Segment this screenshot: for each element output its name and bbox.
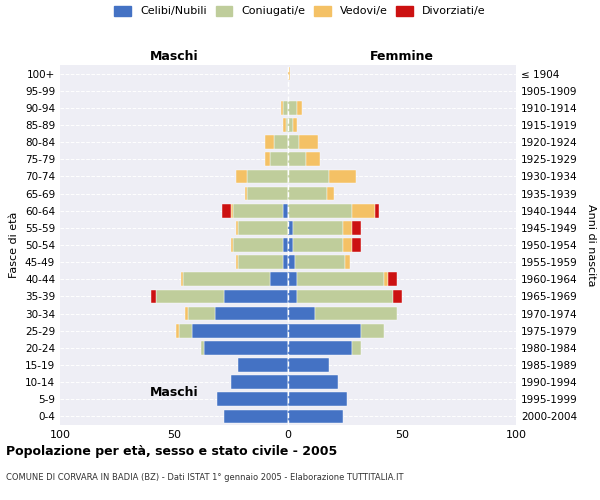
Bar xyxy=(352,204,374,218)
Bar xyxy=(288,341,352,354)
Bar xyxy=(231,204,233,218)
Bar xyxy=(393,290,402,304)
Bar xyxy=(231,238,233,252)
Bar xyxy=(283,101,288,114)
Bar xyxy=(283,238,288,252)
Bar xyxy=(288,324,361,338)
Bar xyxy=(156,290,224,304)
Bar xyxy=(288,392,347,406)
Bar xyxy=(236,256,238,269)
Bar xyxy=(265,152,270,166)
Bar xyxy=(374,204,379,218)
Bar xyxy=(192,324,288,338)
Bar xyxy=(297,101,302,114)
Bar xyxy=(288,101,297,114)
Bar xyxy=(293,221,343,234)
Bar xyxy=(343,238,352,252)
Bar xyxy=(288,118,293,132)
Bar xyxy=(224,410,288,424)
Bar xyxy=(297,272,384,286)
Bar xyxy=(176,324,179,338)
Bar xyxy=(288,290,297,304)
Bar xyxy=(188,306,215,320)
Bar xyxy=(203,341,288,354)
Bar xyxy=(288,238,293,252)
Bar xyxy=(295,256,345,269)
Bar xyxy=(224,290,288,304)
Bar xyxy=(384,272,388,286)
Bar xyxy=(238,256,283,269)
Bar xyxy=(352,341,361,354)
Bar xyxy=(283,204,288,218)
Bar xyxy=(288,186,327,200)
Bar xyxy=(288,152,306,166)
Bar xyxy=(288,358,329,372)
Bar xyxy=(288,306,316,320)
Bar xyxy=(181,272,183,286)
Bar xyxy=(286,118,288,132)
Bar xyxy=(343,221,352,234)
Y-axis label: Fasce di età: Fasce di età xyxy=(10,212,19,278)
Bar xyxy=(247,186,288,200)
Bar xyxy=(238,358,288,372)
Bar xyxy=(388,272,397,286)
Bar xyxy=(288,410,343,424)
Bar xyxy=(185,306,188,320)
Bar xyxy=(288,136,299,149)
Bar xyxy=(281,101,283,114)
Bar xyxy=(288,256,295,269)
Bar xyxy=(288,272,297,286)
Bar xyxy=(329,170,356,183)
Bar xyxy=(179,324,192,338)
Bar xyxy=(231,376,288,389)
Bar xyxy=(288,376,338,389)
Bar xyxy=(345,256,350,269)
Bar xyxy=(352,238,361,252)
Bar xyxy=(288,221,293,234)
Bar xyxy=(236,221,238,234)
Bar xyxy=(352,221,361,234)
Bar xyxy=(236,170,247,183)
Text: COMUNE DI CORVARA IN BADIA (BZ) - Dati ISTAT 1° gennaio 2005 - Elaborazione TUTT: COMUNE DI CORVARA IN BADIA (BZ) - Dati I… xyxy=(6,472,404,482)
Text: Popolazione per età, sesso e stato civile - 2005: Popolazione per età, sesso e stato civil… xyxy=(6,445,337,458)
Bar xyxy=(265,136,274,149)
Text: Maschi: Maschi xyxy=(149,50,199,62)
Bar xyxy=(233,238,283,252)
Bar xyxy=(274,136,288,149)
Bar xyxy=(361,324,384,338)
Legend: Celibi/Nubili, Coniugati/e, Vedovi/e, Divorziati/e: Celibi/Nubili, Coniugati/e, Vedovi/e, Di… xyxy=(115,6,485,16)
Bar xyxy=(247,170,288,183)
Text: Maschi: Maschi xyxy=(149,386,199,399)
Bar xyxy=(288,66,290,80)
Bar xyxy=(202,341,203,354)
Bar xyxy=(238,221,288,234)
Bar xyxy=(306,152,320,166)
Bar xyxy=(183,272,270,286)
Bar xyxy=(283,118,286,132)
Bar xyxy=(270,152,288,166)
Bar xyxy=(217,392,288,406)
Y-axis label: Anni di nascita: Anni di nascita xyxy=(586,204,596,286)
Bar xyxy=(270,272,288,286)
Bar xyxy=(288,204,352,218)
Bar xyxy=(215,306,288,320)
Bar xyxy=(299,136,317,149)
Bar xyxy=(316,306,397,320)
Bar xyxy=(297,290,393,304)
Bar xyxy=(233,204,283,218)
Bar xyxy=(245,186,247,200)
Bar xyxy=(222,204,231,218)
Bar xyxy=(288,170,329,183)
Bar xyxy=(327,186,334,200)
Bar xyxy=(293,118,297,132)
Bar xyxy=(151,290,156,304)
Text: Femmine: Femmine xyxy=(370,50,434,62)
Bar xyxy=(293,238,343,252)
Bar xyxy=(283,256,288,269)
